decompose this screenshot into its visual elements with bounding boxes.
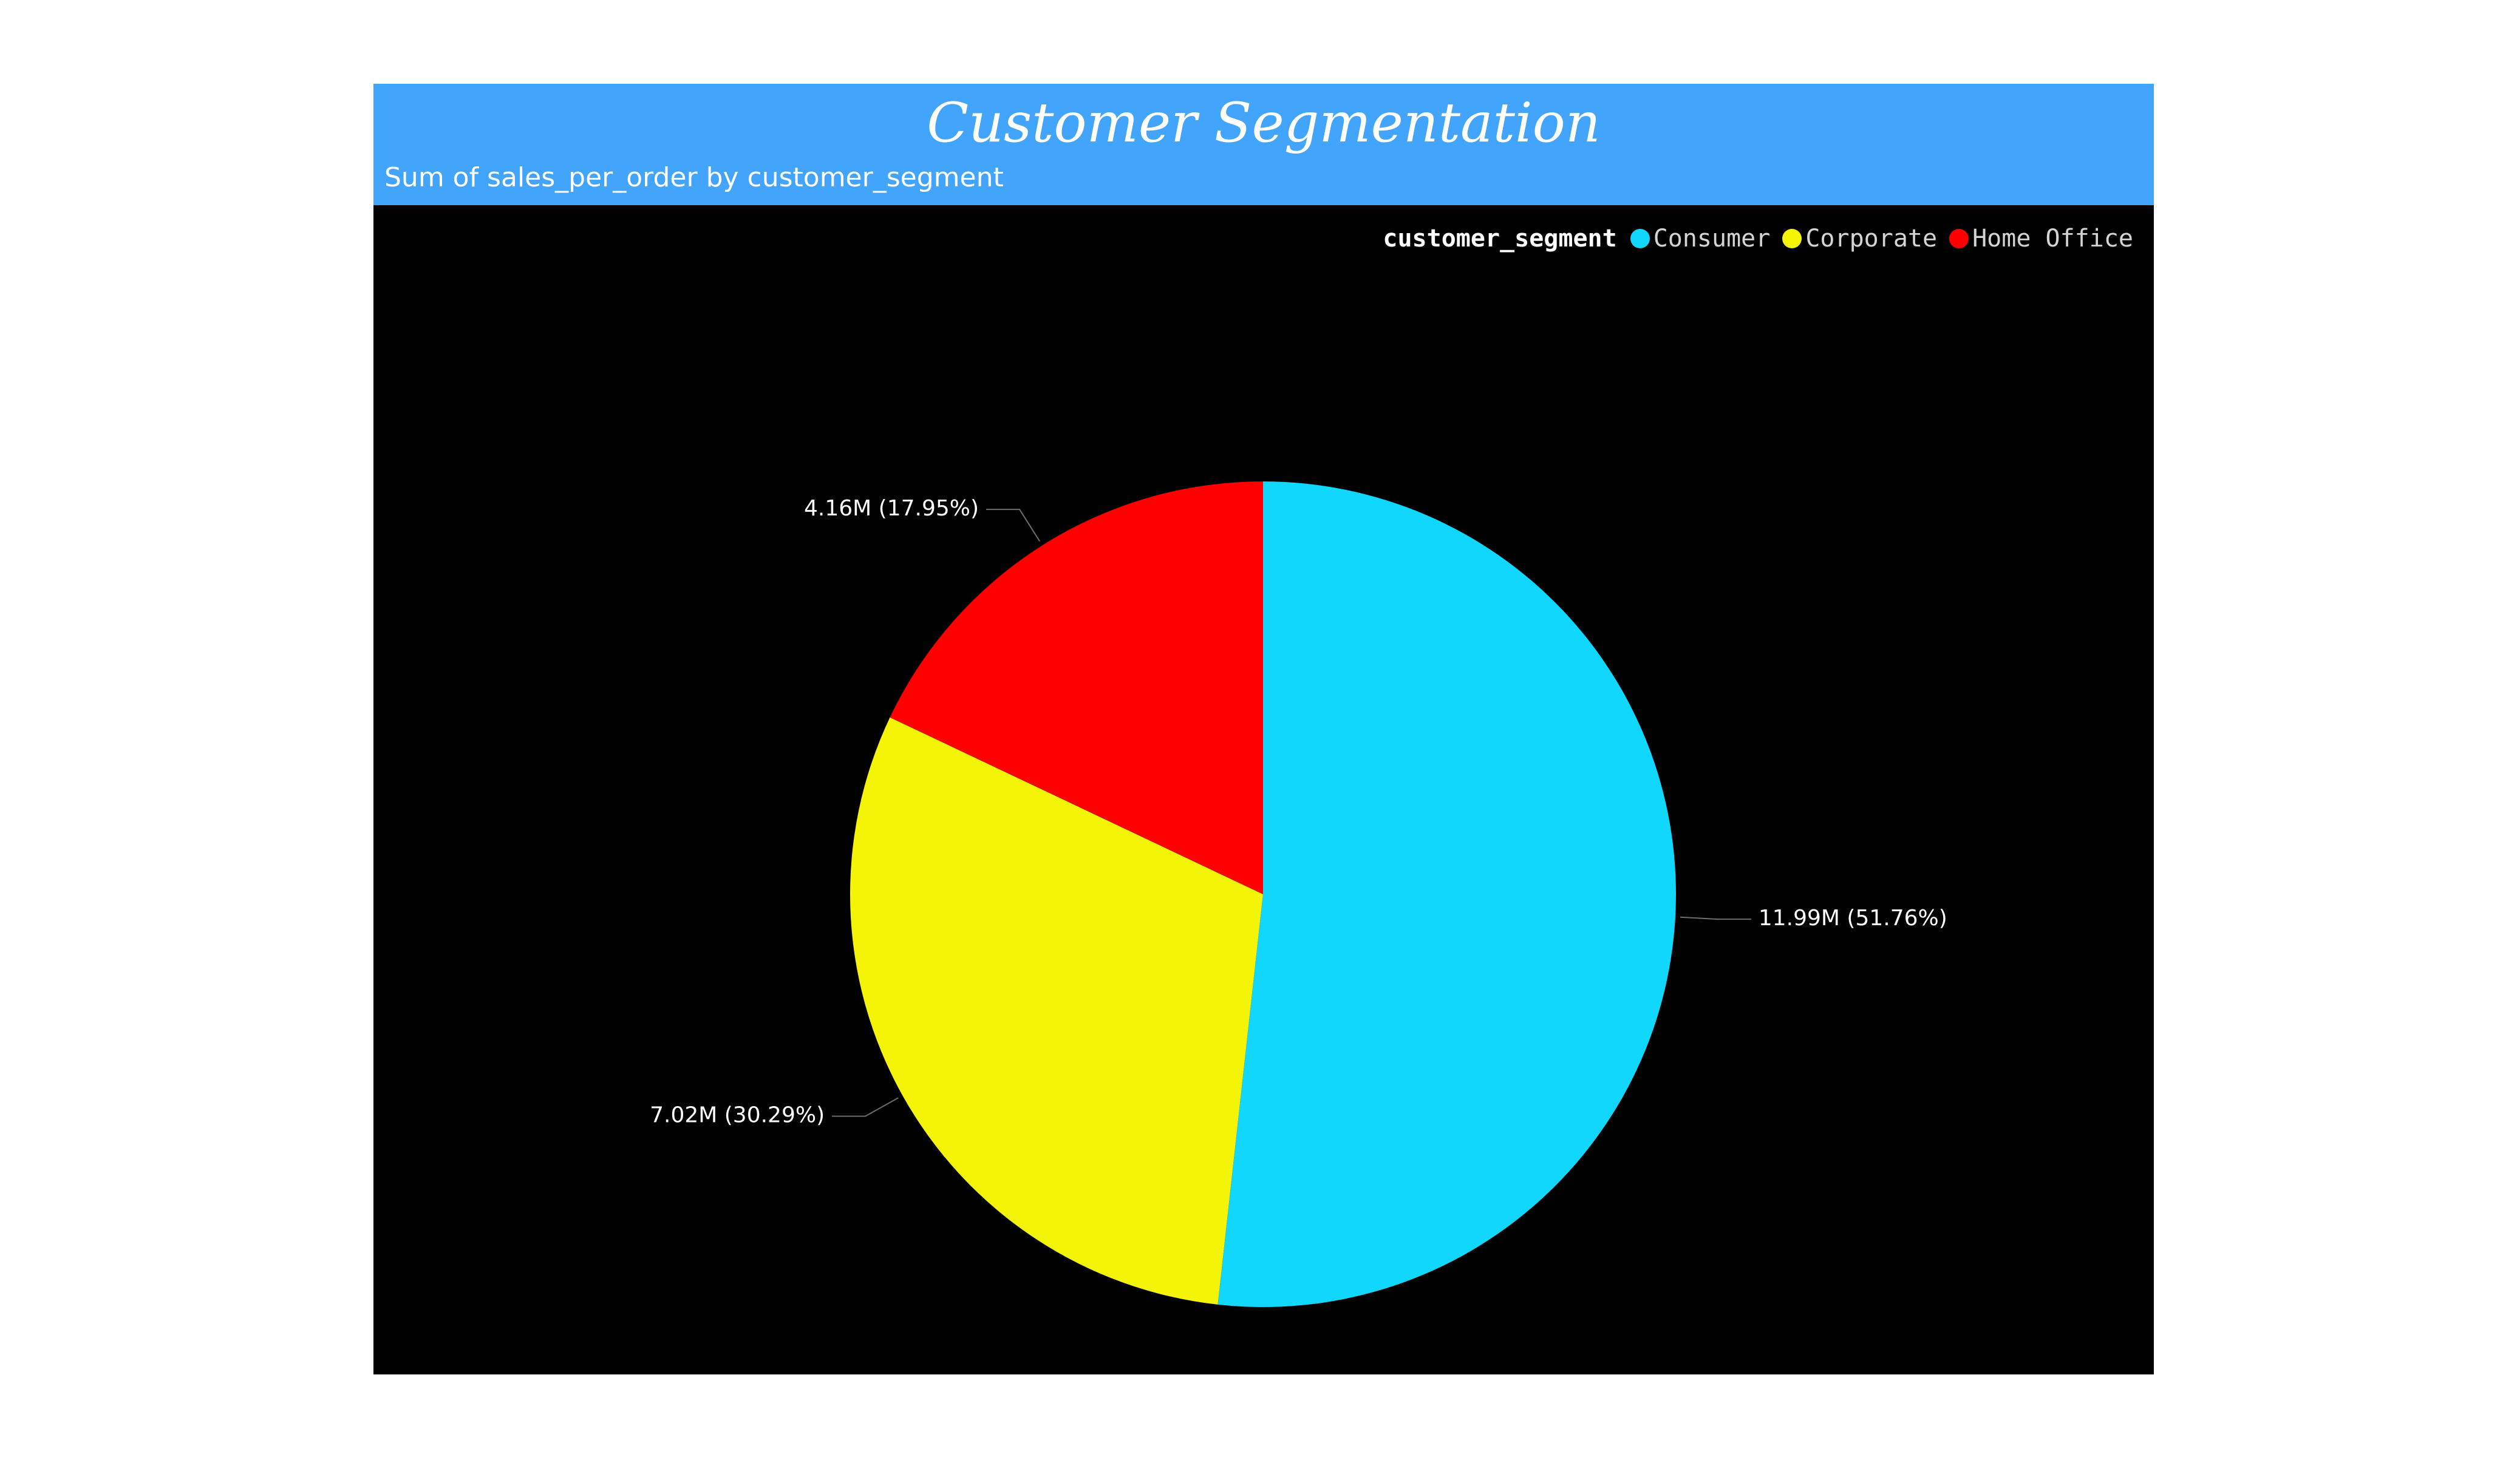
legend-item-consumer[interactable]: Consumer — [1630, 225, 1771, 253]
visual-header: Customer Segmentation Sum of sales_per_o… — [373, 84, 2154, 205]
leader-line-consumer — [1680, 916, 1751, 920]
legend-swatch-home-office — [1949, 229, 1969, 248]
chart-title: Customer Segmentation — [927, 91, 1601, 155]
pie-chart-visual: Customer Segmentation Sum of sales_per_o… — [373, 84, 2154, 1374]
data-label-corporate: 7.02M (30.29%) — [650, 1103, 825, 1128]
pie-slice-consumer[interactable] — [1217, 481, 1676, 1307]
legend-item-corporate[interactable]: Corporate — [1782, 225, 1937, 253]
chart-subtitle: Sum of sales_per_order by customer_segme… — [384, 162, 1004, 193]
pie-slice-home-office[interactable] — [890, 481, 1263, 894]
legend: customer_segment Consumer Corporate Home… — [1383, 217, 2133, 260]
legend-swatch-corporate — [1782, 229, 1802, 248]
pie-slice-corporate[interactable] — [850, 717, 1263, 1305]
legend-item-home-office[interactable]: Home Office — [1949, 225, 2133, 253]
legend-title: customer_segment — [1383, 225, 1617, 253]
pie-plot-area: 11.99M (51.76%) 7.02M (30.29%) 4.16M (17.9… — [650, 481, 1947, 1307]
leader-line-home-office — [986, 509, 1041, 542]
legend-label-corporate: Corporate — [1805, 225, 1938, 253]
leader-line-corporate — [832, 1097, 899, 1117]
data-label-consumer: 11.99M (51.76%) — [1759, 906, 1947, 931]
legend-label-home-office: Home Office — [1972, 225, 2133, 253]
legend-swatch-consumer — [1630, 229, 1650, 248]
data-label-home-office: 4.16M (17.95%) — [804, 496, 979, 521]
legend-label-consumer: Consumer — [1653, 225, 1771, 253]
